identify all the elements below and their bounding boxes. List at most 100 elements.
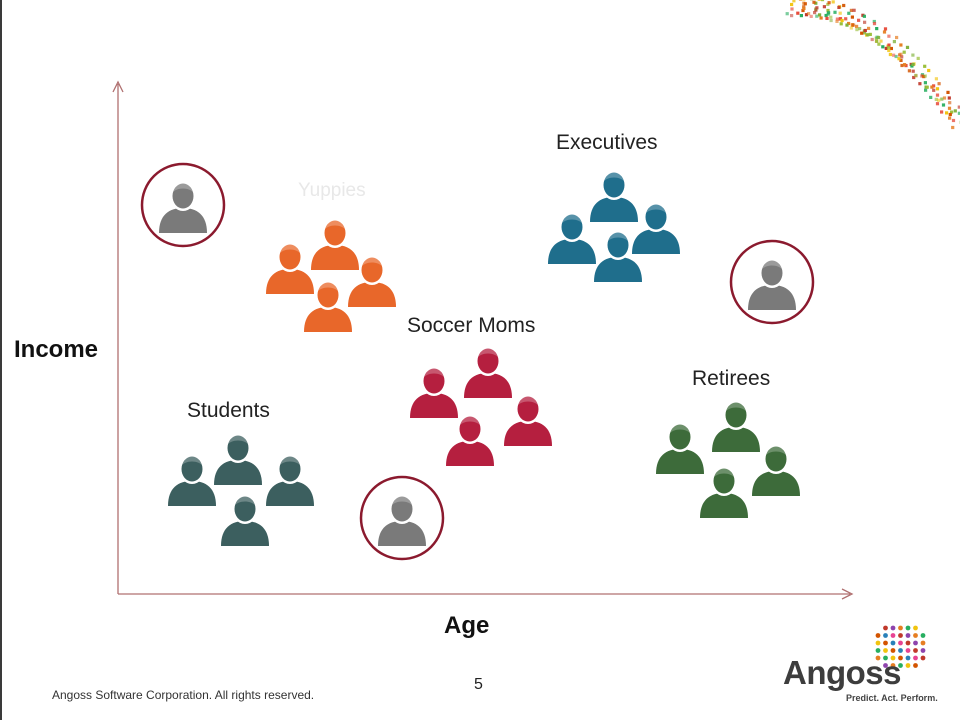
label-retirees: Retirees	[692, 367, 771, 390]
ribbon-dot	[845, 23, 849, 27]
x-axis-arrow	[841, 588, 854, 600]
ribbon-dot	[862, 31, 867, 35]
logo-dot	[913, 648, 918, 653]
ribbon-dot	[812, 0, 816, 4]
ribbon-dot	[839, 22, 843, 26]
ribbon-dot	[838, 11, 842, 15]
ribbon-dot	[849, 8, 853, 12]
angoss-logo-text: Angoss	[783, 654, 902, 691]
ribbon-dot	[918, 82, 922, 86]
ribbon-dot	[868, 32, 872, 36]
ribbon-dot	[892, 53, 896, 57]
logo-dot	[898, 633, 903, 638]
ribbon-dot	[870, 37, 874, 42]
ribbon-dot	[849, 26, 853, 30]
ribbon-dot	[817, 0, 821, 1]
logo-dot	[898, 655, 903, 661]
ribbon-dot	[911, 69, 915, 73]
ribbon-dot	[925, 85, 929, 89]
y-axis-arrow	[112, 80, 124, 93]
ribbon-dot	[875, 27, 879, 31]
logo-dot	[890, 663, 896, 668]
logo-dot	[898, 640, 903, 646]
logo-dot	[883, 648, 888, 653]
logo-dot	[913, 633, 918, 638]
logo-dot	[875, 633, 881, 638]
ribbon-dot	[820, 0, 825, 2]
ribbon-dot	[824, 13, 828, 18]
y-axis-label: Income	[14, 336, 99, 363]
ribbon-dot	[899, 52, 903, 56]
ribbon-dot	[920, 74, 924, 78]
ribbon-dot	[951, 118, 956, 123]
ribbon-dot	[842, 3, 846, 8]
ribbon-dot	[792, 0, 796, 3]
ribbon-dot	[937, 98, 941, 102]
ribbon-dot	[785, 12, 789, 16]
ribbon-dot	[850, 15, 854, 19]
logo-dot	[905, 648, 911, 653]
logo-dot	[905, 655, 911, 661]
ribbon-dot	[855, 24, 859, 28]
ribbon-dot	[809, 14, 813, 18]
logo-dot	[905, 640, 911, 646]
logo-dot	[898, 663, 903, 668]
ribbon-dot	[902, 50, 906, 54]
label-students: Students	[187, 399, 270, 422]
ribbon-dot	[887, 48, 891, 53]
ribbon-dot	[930, 85, 934, 89]
ribbon-dot	[900, 55, 904, 59]
ribbon-dot	[840, 18, 844, 23]
decorative-ribbon	[785, 0, 960, 130]
ribbon-dot	[877, 42, 881, 46]
ribbon-dot	[814, 1, 818, 5]
ribbon-dot	[852, 23, 856, 27]
ribbon-dot	[940, 97, 944, 101]
logo-dot	[890, 625, 896, 631]
ribbon-dot	[857, 18, 861, 22]
ribbon-dot	[887, 34, 891, 38]
ribbon-dot	[887, 46, 891, 50]
ribbon-dot	[801, 8, 805, 13]
ribbon-dot	[827, 11, 831, 15]
ribbon-dot	[905, 45, 910, 49]
ribbon-dot	[790, 7, 794, 11]
logo-dot	[875, 655, 881, 661]
logo-dot	[913, 663, 918, 668]
ribbon-dot	[829, 18, 833, 23]
ribbon-dot	[937, 82, 941, 86]
ribbon-dot	[942, 96, 947, 100]
outliers	[140, 162, 815, 561]
copyright-footer: Angoss Software Corporation. All rights …	[52, 688, 315, 702]
ribbon-dot	[924, 88, 928, 92]
ribbon-dot	[802, 6, 806, 10]
ribbon-dot	[825, 16, 829, 20]
ribbon-dot	[807, 12, 811, 16]
logo-dot	[920, 640, 926, 646]
ribbon-dot	[951, 125, 955, 130]
ribbon-dot	[877, 35, 881, 40]
ribbon-dot	[872, 22, 877, 26]
ribbon-dot	[948, 112, 952, 117]
ribbon-dot	[950, 110, 954, 114]
ribbon-dot	[835, 17, 839, 21]
ribbon-dot	[911, 53, 915, 57]
logo-dot	[883, 633, 888, 638]
ribbon-dot	[911, 62, 915, 67]
ribbon-dot	[932, 84, 936, 88]
ribbon-dot	[818, 13, 822, 17]
label-executives: Executives	[556, 131, 658, 154]
logo-dot	[898, 648, 903, 653]
ribbon-dot	[929, 95, 933, 99]
x-axis-label: Age	[444, 612, 490, 639]
ribbon-dot	[946, 90, 950, 94]
ribbon-dot	[802, 0, 806, 1]
logo-dot	[890, 640, 896, 646]
ribbon-dot	[887, 43, 891, 47]
ribbon-dot	[883, 27, 888, 31]
ribbon-dot	[804, 13, 809, 17]
ribbon-dot	[819, 16, 823, 20]
ribbon-dot	[892, 40, 896, 44]
